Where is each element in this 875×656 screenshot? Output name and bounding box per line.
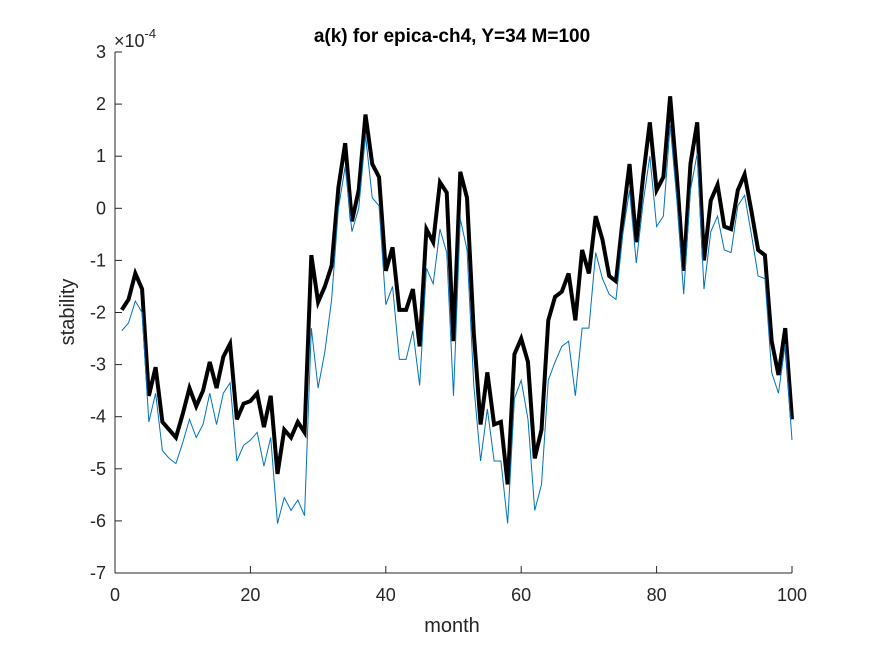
x-tick-label: 80 <box>647 585 667 605</box>
y-tick-label: 3 <box>96 42 106 62</box>
series-line-2 <box>121 124 793 524</box>
y-exponent-label: ×10-4 <box>114 26 156 51</box>
x-tick-label: 0 <box>110 585 120 605</box>
y-tick-label: 2 <box>96 94 106 114</box>
x-tick-label: 20 <box>240 585 260 605</box>
series-line-1 <box>120 96 794 485</box>
x-tick-label: 40 <box>376 585 396 605</box>
y-tick-label: 1 <box>96 146 106 166</box>
chart-title: a(k) for epica-ch4, Y=34 M=100 <box>314 26 590 47</box>
y-tick-label: -4 <box>90 407 106 427</box>
x-tick-label: 60 <box>511 585 531 605</box>
y-exponent-base: ×10 <box>114 31 145 51</box>
y-tick-label: -2 <box>90 303 106 323</box>
y-tick-label: -5 <box>90 459 106 479</box>
y-tick-label: -1 <box>90 250 106 270</box>
y-tick-label: -6 <box>90 511 106 531</box>
y-exponent-power: -4 <box>145 26 157 41</box>
x-axis-label: month <box>424 615 480 637</box>
x-ticks: 0 20 40 60 80 100 <box>110 566 807 605</box>
y-axis-label: stability <box>57 279 79 346</box>
y-tick-label: 0 <box>96 198 106 218</box>
plot-area: 3 2 1 0 -1 -2 -3 -4 -5 -6 -7 0 20 40 60 80 100 <box>90 42 807 605</box>
series-layer <box>120 96 794 524</box>
x-tick-label: 100 <box>777 585 807 605</box>
y-tick-label: -3 <box>90 355 106 375</box>
y-ticks: 3 2 1 0 -1 -2 -3 -4 -5 -6 -7 <box>90 42 122 583</box>
y-tick-label: -7 <box>90 563 106 583</box>
